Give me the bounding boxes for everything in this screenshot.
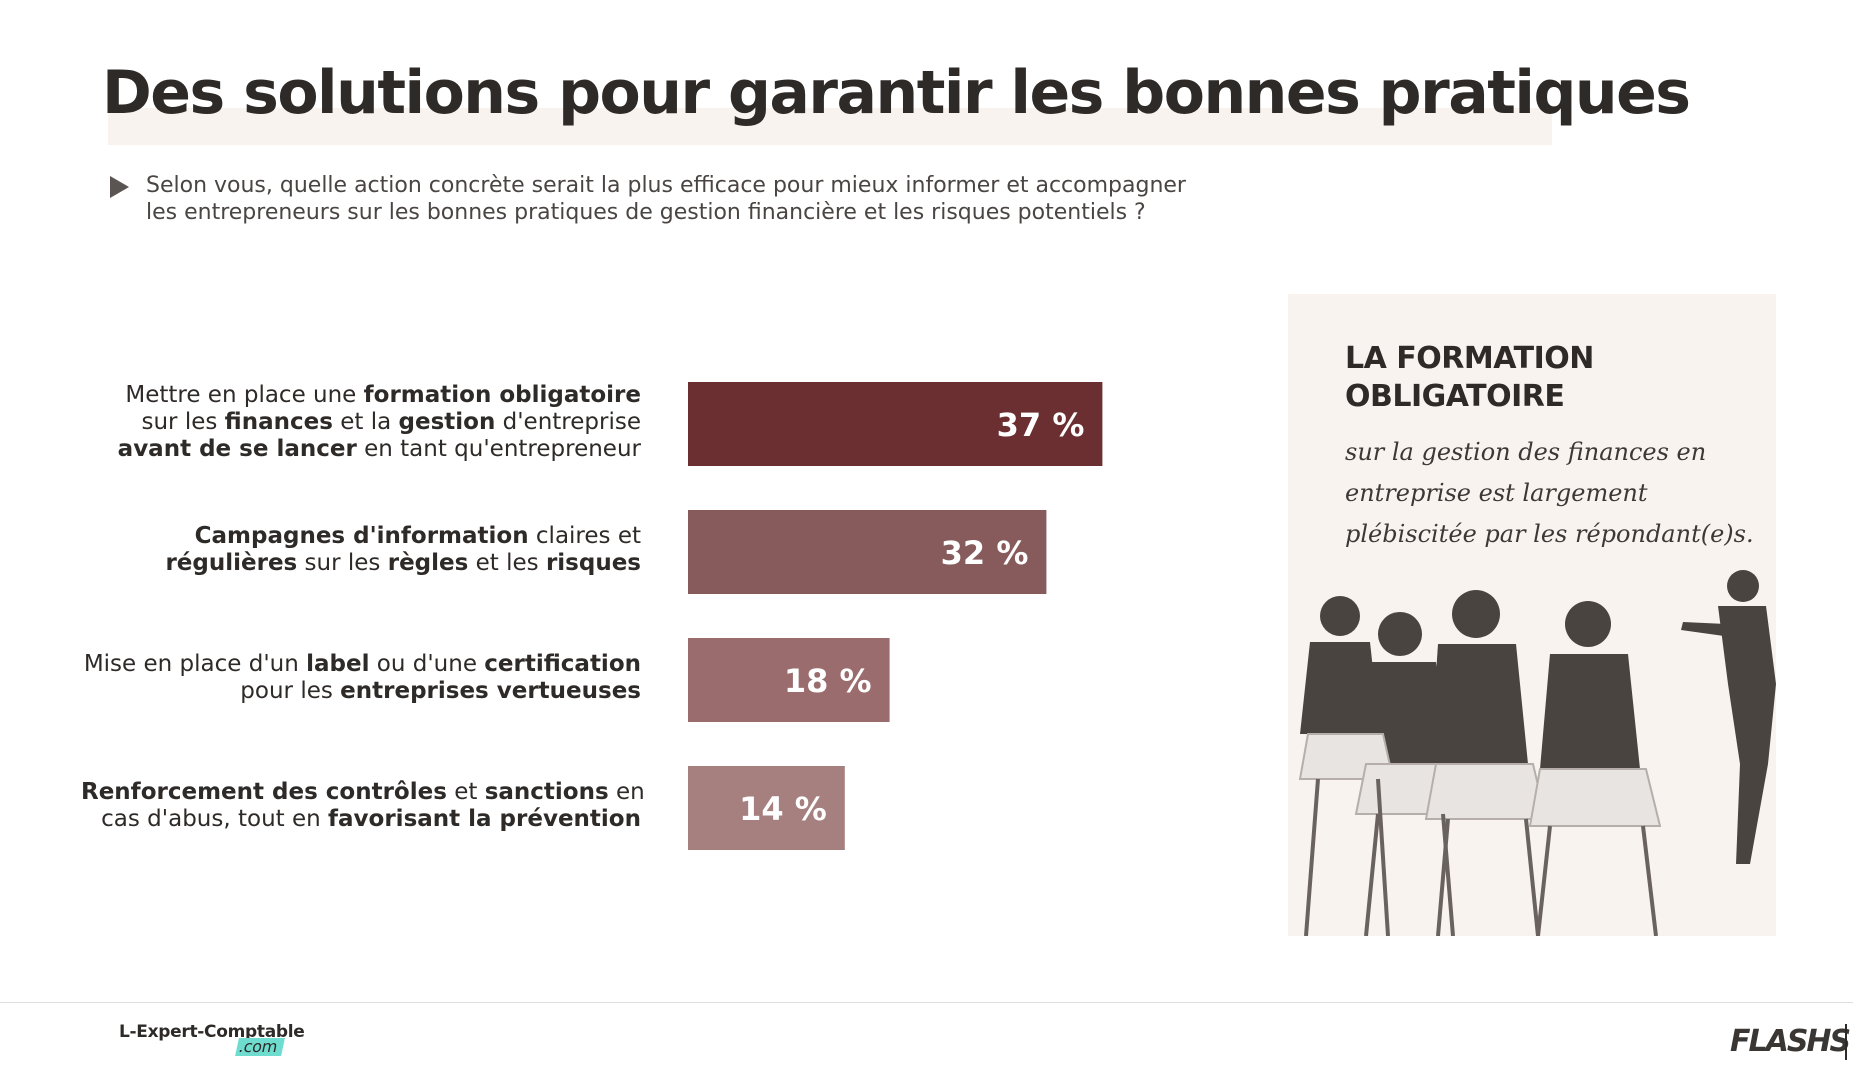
footer-divider xyxy=(0,1002,1853,1003)
option-label-bold: Campagnes d'information xyxy=(194,523,529,549)
option-label-line: cas d'abus, tout en favorisant la préven… xyxy=(81,806,641,833)
title-wrap: Des solutions pour garantir les bonnes p… xyxy=(102,58,1691,145)
option-label-bold: règles xyxy=(387,550,469,576)
option-label-text: et la xyxy=(332,408,399,435)
option-label-text: Mise en place d'un xyxy=(83,651,307,677)
audience-photo xyxy=(1298,570,1776,936)
option-label-bold: label xyxy=(306,651,370,677)
option-label-bold: entreprises vertueuses xyxy=(340,678,641,704)
footer-right-bar xyxy=(1845,1024,1847,1060)
option-label-line: régulières sur les règles et les risques xyxy=(81,550,641,577)
brand-name: L-Expert-Comptable xyxy=(119,1022,305,1042)
bar-value-label-4: 14 % xyxy=(739,790,827,828)
option-label-bold: Renforcement des contrôles xyxy=(81,779,447,805)
bar-value-label-2: 32 % xyxy=(941,534,1029,572)
chair-leg xyxy=(1304,778,1320,936)
chair-leg xyxy=(1441,813,1455,936)
question-line-2: les entrepreneurs sur les bonnes pratiqu… xyxy=(146,200,1146,225)
chair xyxy=(1528,768,1662,827)
option-label-3: Mise en place d'un label ou d'une certif… xyxy=(81,651,641,705)
option-label-text: en tant qu'entrepreneur xyxy=(356,435,641,462)
person-body xyxy=(1300,642,1380,734)
question: Selon vous, quelle action concrète serai… xyxy=(110,172,1270,226)
chair-leg xyxy=(1364,813,1380,936)
chair-leg xyxy=(1436,818,1450,936)
panel-text: sur la gestion des finances en entrepris… xyxy=(1345,432,1765,555)
bar-3 xyxy=(688,638,890,722)
option-label-bold: finances xyxy=(224,408,333,435)
panel-title-line-1: LA FORMATION xyxy=(1345,341,1594,376)
presenter-arm xyxy=(1681,622,1726,636)
bar-value-label-1: 37 % xyxy=(997,406,1085,444)
chair-leg xyxy=(1524,818,1540,936)
person-body xyxy=(1540,654,1640,769)
panel-text-line-3: plébiscitée par les répondant(e)s. xyxy=(1345,520,1754,548)
option-label-text: en xyxy=(608,779,645,805)
brand-logo: L-Expert-Comptable .com xyxy=(119,1022,305,1056)
chair xyxy=(1424,763,1548,820)
person-head xyxy=(1320,596,1360,636)
option-label-bold: régulières xyxy=(165,550,298,576)
play-arrow-icon xyxy=(110,176,129,198)
bar-4 xyxy=(688,766,845,850)
option-label-text: sur les xyxy=(297,550,388,576)
option-label-text: sur les xyxy=(141,408,225,435)
option-label-bold: certification xyxy=(484,651,641,677)
option-label-text: cas d'abus, tout en xyxy=(101,806,329,832)
question-line-1: Selon vous, quelle action concrète serai… xyxy=(146,173,1186,198)
question-text: Selon vous, quelle action concrète serai… xyxy=(146,172,1270,226)
option-label-bold: sanctions xyxy=(484,779,609,805)
chair-leg xyxy=(1376,778,1390,936)
option-label-text: claires et xyxy=(528,523,641,549)
option-label-bold: gestion xyxy=(398,408,496,435)
option-label-1: Mettre en place une formation obligatoir… xyxy=(81,382,641,463)
highlight-panel: LA FORMATION OBLIGATOIRE sur la gestion … xyxy=(1288,294,1776,936)
option-label-2: Campagnes d'information claires et réguli… xyxy=(81,523,641,577)
option-label-line: Mettre en place une formation obligatoir… xyxy=(81,382,641,409)
option-label-text: ou d'une xyxy=(369,651,485,677)
person-head xyxy=(1565,601,1611,647)
panel-title: LA FORMATION OBLIGATOIRE xyxy=(1345,340,1594,416)
person-head xyxy=(1378,612,1422,656)
option-label-line: sur les finances et la gestion d'entrepr… xyxy=(81,408,642,436)
bar-chart: 37 % 32 % 18 % 14 % xyxy=(688,382,1103,850)
option-label-bold: formation obligatoire xyxy=(363,381,641,408)
option-label-bold: favorisant la prévention xyxy=(328,806,641,832)
option-label-line: Campagnes d'information claires et xyxy=(81,523,641,550)
option-label-text: Mettre en place une xyxy=(125,381,364,408)
option-label-bold: avant de se lancer xyxy=(117,435,357,462)
page-title: Des solutions pour garantir les bonnes p… xyxy=(102,58,1691,128)
chair-leg xyxy=(1536,825,1552,936)
panel-title-line-2: OBLIGATOIRE xyxy=(1345,379,1565,414)
option-label-line: Renforcement des contrôles et sanctions … xyxy=(81,779,645,806)
option-label-text: pour les xyxy=(240,678,341,704)
chair-leg xyxy=(1641,825,1658,936)
option-label-line: Mise en place d'un label ou d'une certif… xyxy=(81,651,641,678)
brand-suffix: .com xyxy=(235,1037,285,1056)
person-body xyxy=(1430,644,1528,764)
panel-text-line-1: sur la gestion des finances en xyxy=(1345,438,1707,466)
option-label-bold: risques xyxy=(545,550,641,576)
option-label-text: et les xyxy=(468,550,546,576)
option-label-text: et xyxy=(446,779,485,805)
person-head xyxy=(1452,590,1500,638)
presenter-head xyxy=(1727,570,1759,602)
panel-text-line-2: entreprise est largement xyxy=(1345,479,1648,507)
option-label-text: d'entreprise xyxy=(495,408,641,435)
title-highlight xyxy=(108,108,1552,145)
bar-1 xyxy=(688,382,1103,466)
presenter-body xyxy=(1718,606,1776,864)
partner-logo: FLASHS xyxy=(1730,1024,1851,1059)
option-label-4: Renforcement des contrôles et sanctions … xyxy=(81,779,645,833)
option-label-line: pour les entreprises vertueuses xyxy=(81,678,641,705)
bar-value-label-3: 18 % xyxy=(784,662,872,700)
bar-2 xyxy=(688,510,1047,594)
option-label-line: avant de se lancer en tant qu'entreprene… xyxy=(81,436,641,463)
